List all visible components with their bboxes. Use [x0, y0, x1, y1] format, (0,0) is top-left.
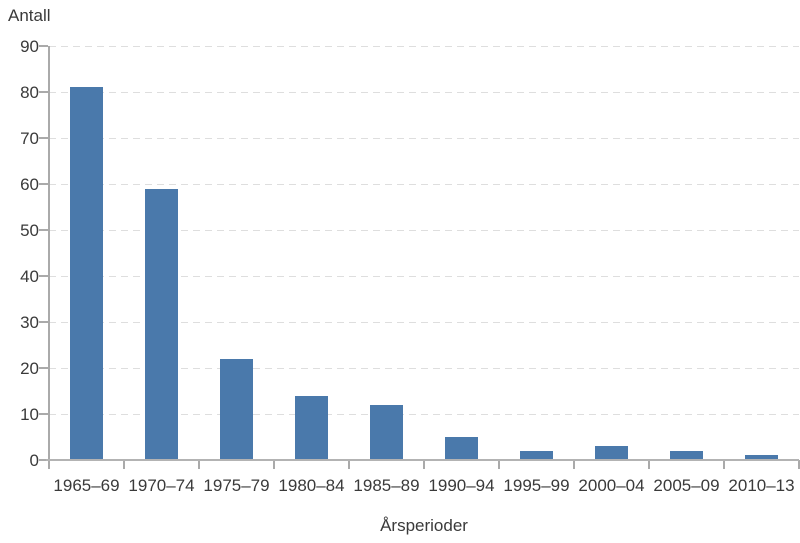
x-axis-tick: [348, 460, 350, 469]
bar: [595, 446, 628, 460]
gridline: [49, 45, 799, 47]
x-axis-tick: [423, 460, 425, 469]
x-axis-tick: [648, 460, 650, 469]
bar: [445, 437, 478, 460]
gridline: [49, 229, 799, 231]
y-axis-tick: [39, 137, 48, 139]
y-tick-label: 0: [29, 451, 39, 470]
x-tick-label: 1985–89: [353, 476, 420, 495]
x-axis-tick: [498, 460, 500, 469]
x-axis-title: Årsperioder: [380, 516, 468, 535]
bar: [295, 395, 328, 460]
bar: [145, 188, 178, 460]
y-tick-label: 70: [20, 129, 39, 148]
y-tick-label: 60: [20, 175, 39, 194]
gridline: [49, 91, 799, 93]
y-axis-tick: [39, 45, 48, 48]
x-tick-label: 1995–99: [503, 476, 570, 495]
y-axis-line: [48, 46, 50, 460]
x-tick-label: 2005–09: [653, 476, 720, 495]
gridline: [49, 137, 799, 139]
y-axis-tick: [39, 229, 48, 231]
y-axis-tick: [39, 413, 48, 415]
x-tick-label: 1980–84: [278, 476, 345, 495]
y-tick-label: 40: [20, 267, 39, 286]
y-axis-title: Antall: [8, 6, 51, 25]
x-axis-tick: [723, 460, 725, 469]
gridline: [49, 367, 799, 369]
y-tick-label: 90: [20, 37, 39, 56]
x-tick-label: 1970–74: [128, 476, 195, 495]
x-axis-tick: [273, 460, 275, 469]
gridline: [49, 321, 799, 323]
x-tick-label: 1975–79: [203, 476, 270, 495]
gridline: [49, 413, 799, 415]
x-axis-tick: [798, 460, 800, 469]
x-axis-line: [46, 459, 799, 461]
y-axis-tick: [39, 321, 48, 323]
gridline: [49, 275, 799, 277]
bar: [670, 450, 703, 460]
x-axis-tick: [123, 460, 125, 469]
y-axis-tick: [39, 91, 48, 93]
bar: [745, 455, 778, 460]
y-axis-tick: [39, 459, 48, 461]
y-tick-label: 10: [20, 405, 39, 424]
y-tick-label: 50: [20, 221, 39, 240]
x-tick-label: 2010–13: [728, 476, 795, 495]
y-tick-label: 30: [20, 313, 39, 332]
x-tick-label: 1965–69: [53, 476, 120, 495]
y-tick-label: 20: [20, 359, 39, 378]
x-axis-tick: [198, 460, 200, 469]
y-tick-label: 80: [20, 83, 39, 102]
plot-area: 0 10 20 30 40 50 60 70 80 90 1965–69 1970–74 1975–79…: [20, 38, 800, 495]
x-axis-tick: [48, 460, 50, 469]
y-axis-tick: [39, 275, 48, 277]
x-axis-tick: [573, 460, 575, 469]
bar: [520, 450, 553, 460]
x-tick-label: 1990–94: [428, 476, 495, 495]
bar: [70, 87, 103, 460]
bar: [370, 404, 403, 460]
bar: [220, 358, 253, 460]
x-tick-label: 2000–04: [578, 476, 645, 495]
y-axis-tick: [39, 367, 48, 369]
gridline: [49, 183, 799, 185]
y-axis-tick: [39, 183, 48, 185]
